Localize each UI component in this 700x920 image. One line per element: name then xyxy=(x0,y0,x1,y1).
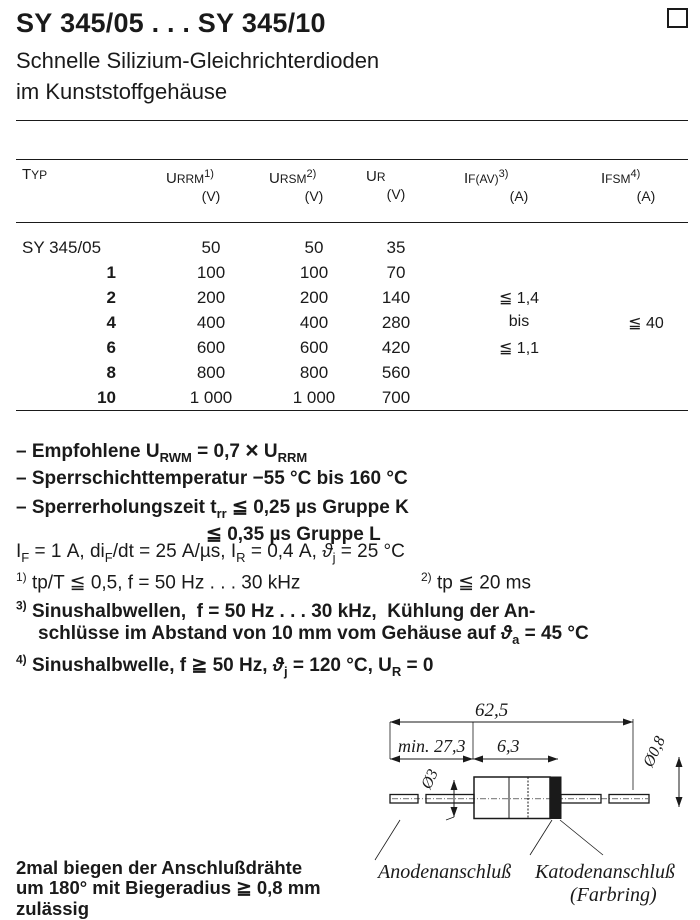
svg-text:62,5: 62,5 xyxy=(475,700,508,721)
svg-text:(Farbring): (Farbring) xyxy=(570,884,657,906)
svg-text:Katodenanschluß: Katodenanschluß xyxy=(534,861,675,883)
svg-text:Ø3: Ø3 xyxy=(418,767,442,793)
svg-text:Anodenanschluß: Anodenanschluß xyxy=(376,861,511,883)
svg-text:min. 27,3: min. 27,3 xyxy=(398,736,466,756)
svg-text:6,3: 6,3 xyxy=(497,736,520,756)
svg-text:Ø0,8: Ø0,8 xyxy=(640,734,669,771)
